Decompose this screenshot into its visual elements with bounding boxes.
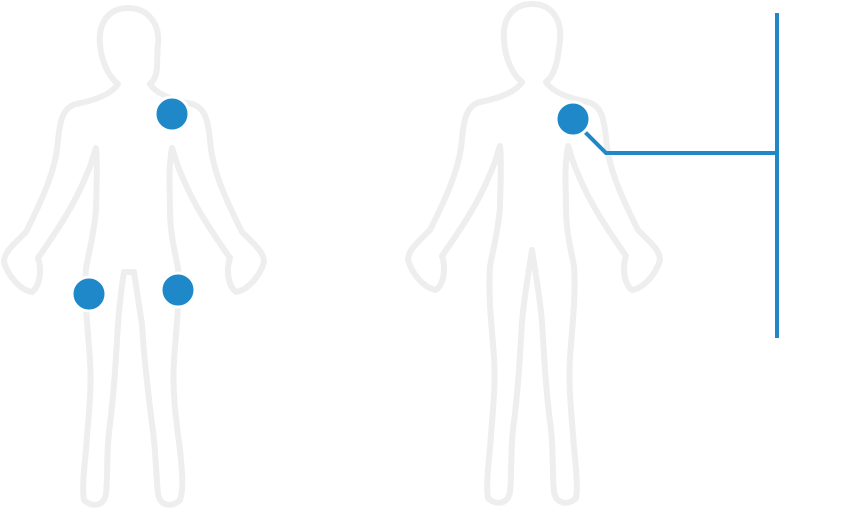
figure-front-outline: [1, 5, 267, 508]
marker-shoulder-selected[interactable]: [554, 100, 592, 138]
figure-front-markers: [70, 95, 197, 313]
figure-back-outline: [405, 1, 663, 506]
figure-back-silhouette: [405, 1, 663, 506]
marker-right-thigh[interactable]: [70, 275, 108, 313]
marker-left-thigh[interactable]: [159, 271, 197, 309]
figure-back-markers: [554, 100, 592, 138]
figure-front-silhouette: [1, 5, 267, 508]
marker-left-shoulder[interactable]: [153, 95, 191, 133]
callout: [571, 13, 779, 338]
